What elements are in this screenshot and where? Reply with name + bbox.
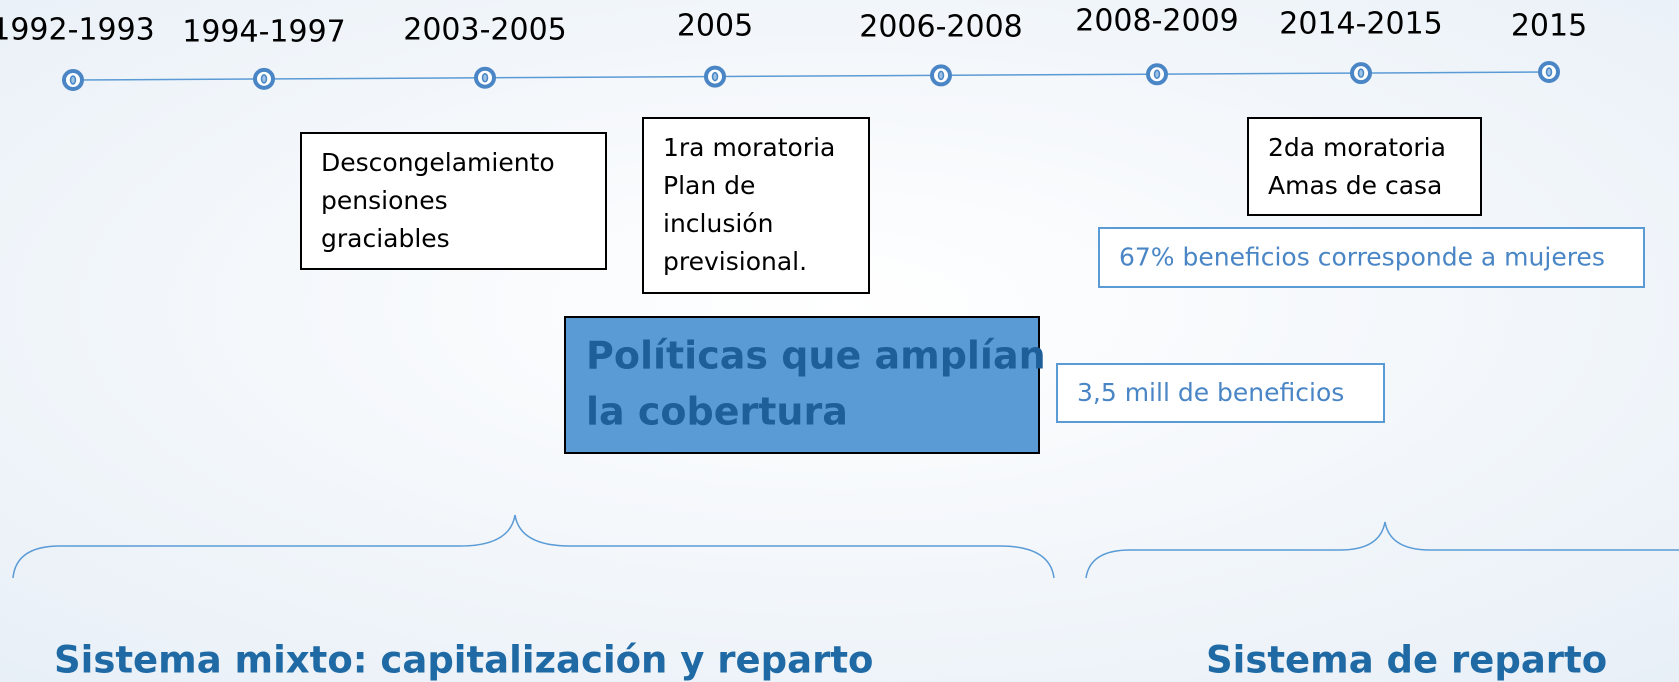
note-box <box>1056 363 1385 423</box>
event-text: pensiones <box>321 186 448 215</box>
timeline-dot-center <box>1357 68 1365 78</box>
event-text: 2da moratoria <box>1268 133 1446 162</box>
event-box <box>300 132 607 270</box>
timeline-label: 1994-1997 <box>182 15 346 50</box>
timeline-label: 2005 <box>677 9 753 44</box>
timeline-dot-center <box>260 74 268 84</box>
timeline-dot-center <box>481 72 489 83</box>
brace-left <box>12 514 1055 579</box>
event-box <box>642 117 870 294</box>
highlight-text: la cobertura <box>586 390 848 434</box>
timeline-label: 2014-2015 <box>1279 7 1443 42</box>
timeline-label: 2015 <box>1511 9 1587 44</box>
timeline-label: 2006-2008 <box>859 10 1023 45</box>
note-box <box>1098 227 1645 288</box>
note-text: 3,5 mill de beneficios <box>1077 378 1344 407</box>
timeline-dot-center <box>1545 67 1553 77</box>
timeline-dot-center <box>69 75 77 85</box>
timeline-label: 2008-2009 <box>1075 4 1239 39</box>
highlight-box <box>564 316 1040 454</box>
event-text: Descongelamiento <box>321 148 555 177</box>
highlight-text: Políticas que amplían <box>586 334 1046 378</box>
event-box <box>1247 117 1482 216</box>
event-text: graciables <box>321 224 450 253</box>
event-text: Amas de casa <box>1268 171 1442 200</box>
timeline-label: 2003-2005 <box>403 13 567 48</box>
timeline-label: 1992-1993 <box>0 13 155 48</box>
note-text: 67% beneficios corresponde a mujeres <box>1119 243 1605 272</box>
brace-right <box>1085 521 1679 579</box>
event-text: Plan de <box>663 171 755 200</box>
timeline-dot-center <box>937 70 945 81</box>
period-label: Sistema de reparto <box>1206 639 1607 682</box>
event-text: inclusión <box>663 209 773 238</box>
timeline-dot-center <box>711 71 719 82</box>
timeline-line <box>72 71 1550 81</box>
content: 1992-1993 1994-1997 2003-2005 2005 2006-2008… <box>0 4 1645 682</box>
period-label: Sistema mixto: capitalización y reparto <box>54 639 873 682</box>
event-text: 1ra moratoria <box>663 133 835 162</box>
event-text: previsional. <box>663 247 807 276</box>
timeline-dot-center <box>1153 69 1161 80</box>
